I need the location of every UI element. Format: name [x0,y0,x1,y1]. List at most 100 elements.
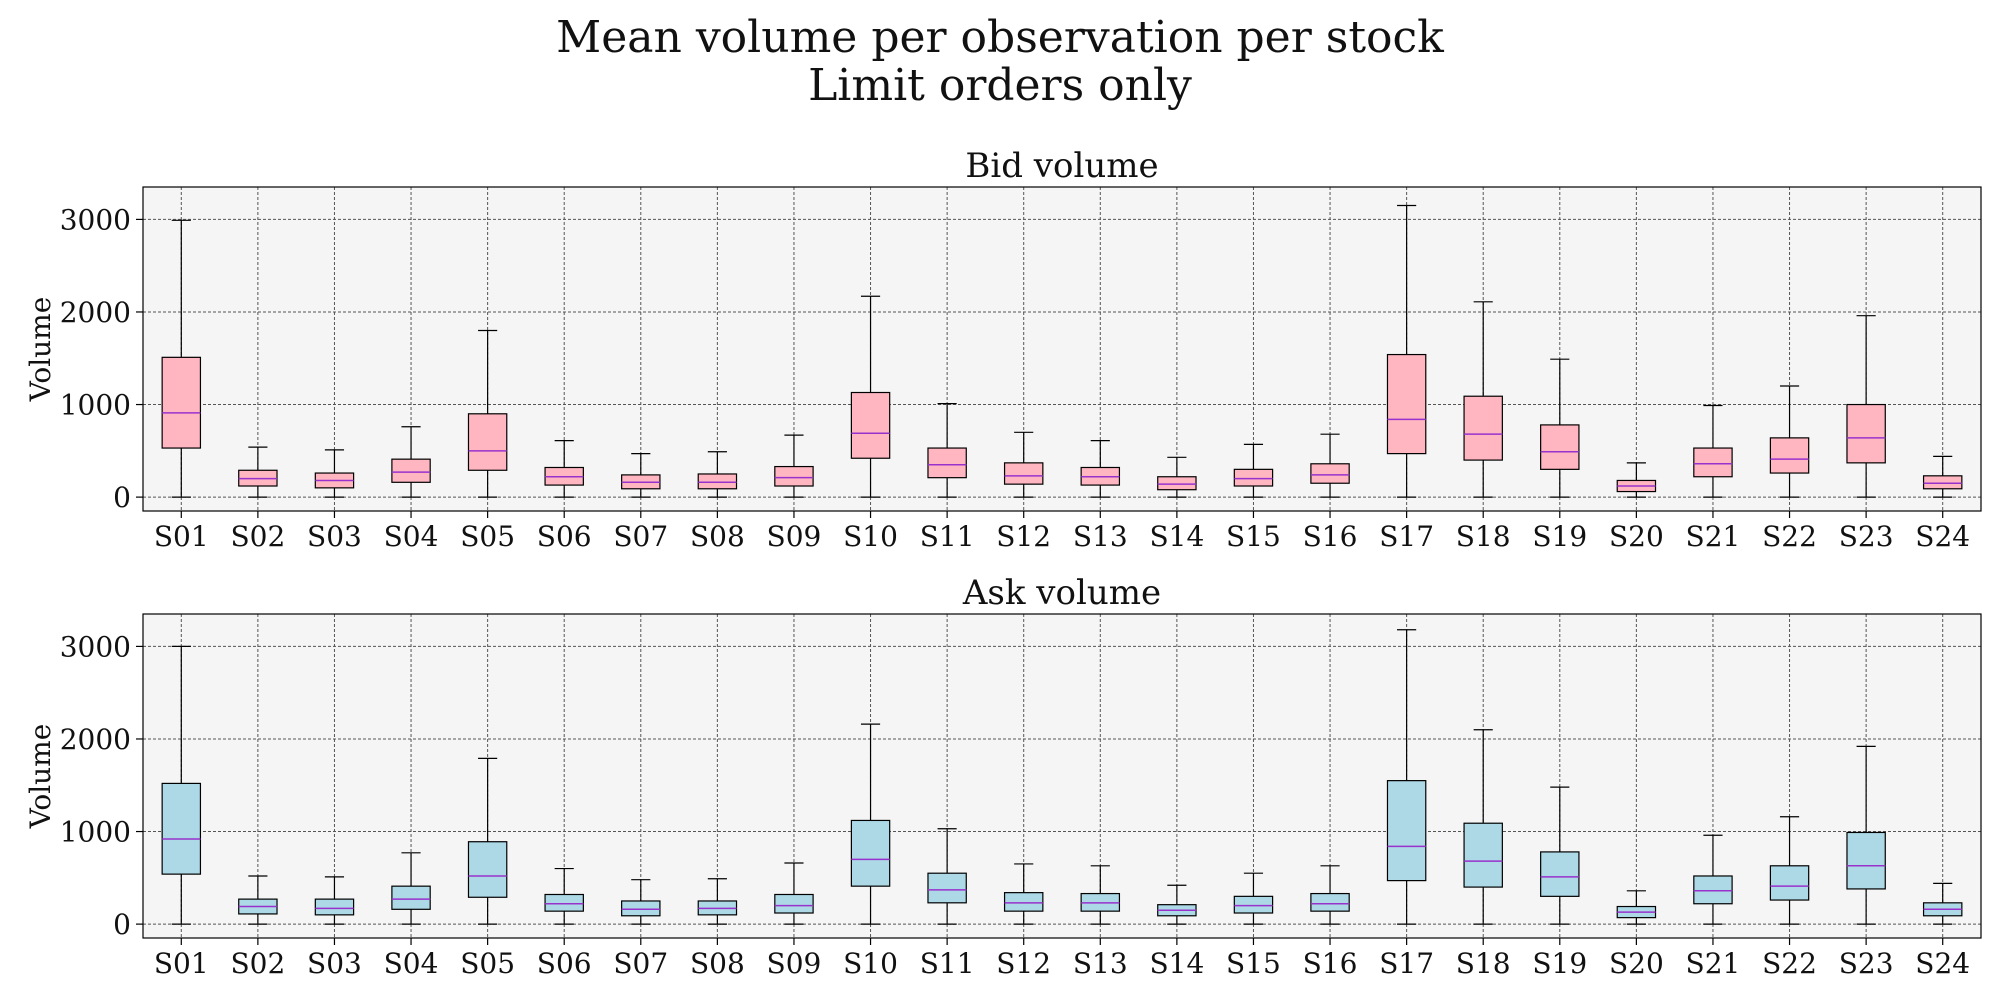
bid-x-tick-label-S14: S14 [1149,520,1204,553]
ask-x-tick-label-S04: S04 [384,947,439,980]
ask-y-tick-label: 2000 [60,723,131,756]
bid-y-tick-label: 1000 [60,389,131,422]
ask-x-tick-label-S10: S10 [843,947,898,980]
bid-box-S10 [850,391,891,459]
bid-x-tick-label-S12: S12 [996,520,1051,553]
ask-box-S03 [314,898,355,916]
ask-y-tick-label: 3000 [60,630,131,663]
bid-x-tick-label-S03: S03 [307,520,362,553]
ask-x-tick-label-S11: S11 [920,947,975,980]
bid-x-tick-label-S19: S19 [1532,520,1587,553]
ask-x-tick-label-S12: S12 [996,947,1051,980]
bid-y-axis-label: Volume [24,297,57,403]
ask-x-tick-label-S09: S09 [767,947,822,980]
bid-plot-background [143,187,1981,511]
ask-x-tick-label-S16: S16 [1303,947,1358,980]
ask-plot-background [143,614,1981,938]
ask-box-S15 [1233,895,1274,914]
bid-x-tick-label-S13: S13 [1073,520,1128,553]
bid-box-S24 [1922,475,1963,490]
bid-box-S21 [1693,447,1733,478]
bid-x-tick-label-S04: S04 [384,520,439,553]
ask-x-tick-label-S07: S07 [613,947,668,980]
bid-box-S12 [1003,462,1044,485]
ask-x-tick-label-S15: S15 [1226,947,1281,980]
bid-x-tick-label-S11: S11 [920,520,975,553]
bid-x-tick-label-S23: S23 [1839,520,1894,553]
ask-box-S19 [1540,851,1580,897]
ask-box-S17 [1386,780,1427,882]
bid-y-tick-label: 2000 [60,296,131,329]
bid-x-tick-label-S18: S18 [1456,520,1511,553]
figure-title-line1: Mean volume per observation per stock [556,12,1444,63]
ask-box-S11 [927,872,967,904]
ask-box-S16 [1310,892,1350,912]
bid-box-S18 [1463,395,1503,461]
bid-x-tick-label-S20: S20 [1609,520,1664,553]
ask-x-tick-label-S20: S20 [1609,947,1664,980]
ask-box-S07 [621,900,661,917]
ask-x-tick-label-S21: S21 [1686,947,1741,980]
ask-y-tick-label: 0 [113,908,131,941]
ask-box-S23 [1846,831,1886,890]
ask-axes-frame [142,613,1982,939]
ask-x-tick-label-S18: S18 [1456,947,1511,980]
ask-box-S10 [850,819,891,887]
bid-volume-panel: 0 1000 2000 3000 S01 S02 S03 S04 S05 S06 S07 S08 S09… [24,146,1982,553]
ask-x-tick-label-S06: S06 [537,947,592,980]
bid-x-tick-label-S17: S17 [1379,520,1434,553]
ask-volume-panel: 0 1000 2000 3000 S01 S02 S03 S04 S05 S06 S07 S08 S09… [24,573,1982,980]
bid-box-S15 [1233,468,1274,487]
ask-box-S22 [1769,865,1810,901]
bid-box-S23 [1846,403,1886,464]
figure-title-line2: Limit orders only [808,60,1192,111]
bid-y-tick-label: 3000 [60,203,131,236]
bid-x-tick-label-S08: S08 [690,520,745,553]
bid-box-S01 [161,356,202,449]
ask-x-tick-label-S14: S14 [1149,947,1204,980]
ask-x-tick-label-S23: S23 [1839,947,1894,980]
bid-y-tick-label: 0 [113,481,131,514]
ask-y-axis-label: Volume [24,724,57,830]
ask-box-S18 [1463,822,1503,888]
bid-x-tick-label-S21: S21 [1686,520,1741,553]
bid-box-S17 [1386,353,1427,455]
ask-x-tick-label-S02: S02 [230,947,285,980]
ask-box-S21 [1693,875,1733,905]
bid-box-S22 [1769,437,1810,474]
ask-x-tick-label-S24: S24 [1915,947,1970,980]
ask-box-S04 [391,885,431,910]
ask-box-S01 [161,782,202,875]
ask-x-tick-label-S17: S17 [1379,947,1434,980]
bid-x-tick-label-S22: S22 [1762,520,1817,553]
ask-x-tick-label-S05: S05 [460,947,515,980]
ask-x-tick-label-S03: S03 [307,947,362,980]
ask-x-tick-label-S19: S19 [1532,947,1587,980]
bid-axes-frame [142,186,1982,512]
ask-x-tick-label-S08: S08 [690,947,745,980]
ask-box-S06 [544,893,584,912]
ask-box-S05 [467,841,508,898]
bid-box-S04 [391,458,431,483]
bid-x-tick-label-S02: S02 [230,520,285,553]
ask-x-tick-label-S22: S22 [1762,947,1817,980]
ask-x-tick-label-S01: S01 [154,947,209,980]
bid-x-tick-label-S09: S09 [767,520,822,553]
ask-x-tick-label-S13: S13 [1073,947,1128,980]
bid-box-S08 [697,473,738,490]
bid-x-tick-label-S07: S07 [613,520,668,553]
ask-box-S09 [774,893,814,914]
bid-x-tick-label-S24: S24 [1915,520,1970,553]
bid-x-tick-label-S10: S10 [843,520,898,553]
bid-x-tick-label-S05: S05 [460,520,515,553]
bid-panel-title: Bid volume [965,146,1158,186]
bid-x-tick-label-S01: S01 [154,520,209,553]
bid-box-S11 [927,447,967,479]
bid-box-S16 [1310,463,1350,484]
ask-box-S12 [1003,892,1044,912]
bid-x-tick-label-S16: S16 [1303,520,1358,553]
ask-panel-title: Ask volume [962,573,1161,613]
bid-box-S19 [1540,424,1580,470]
ask-y-tick-label: 1000 [60,816,131,849]
